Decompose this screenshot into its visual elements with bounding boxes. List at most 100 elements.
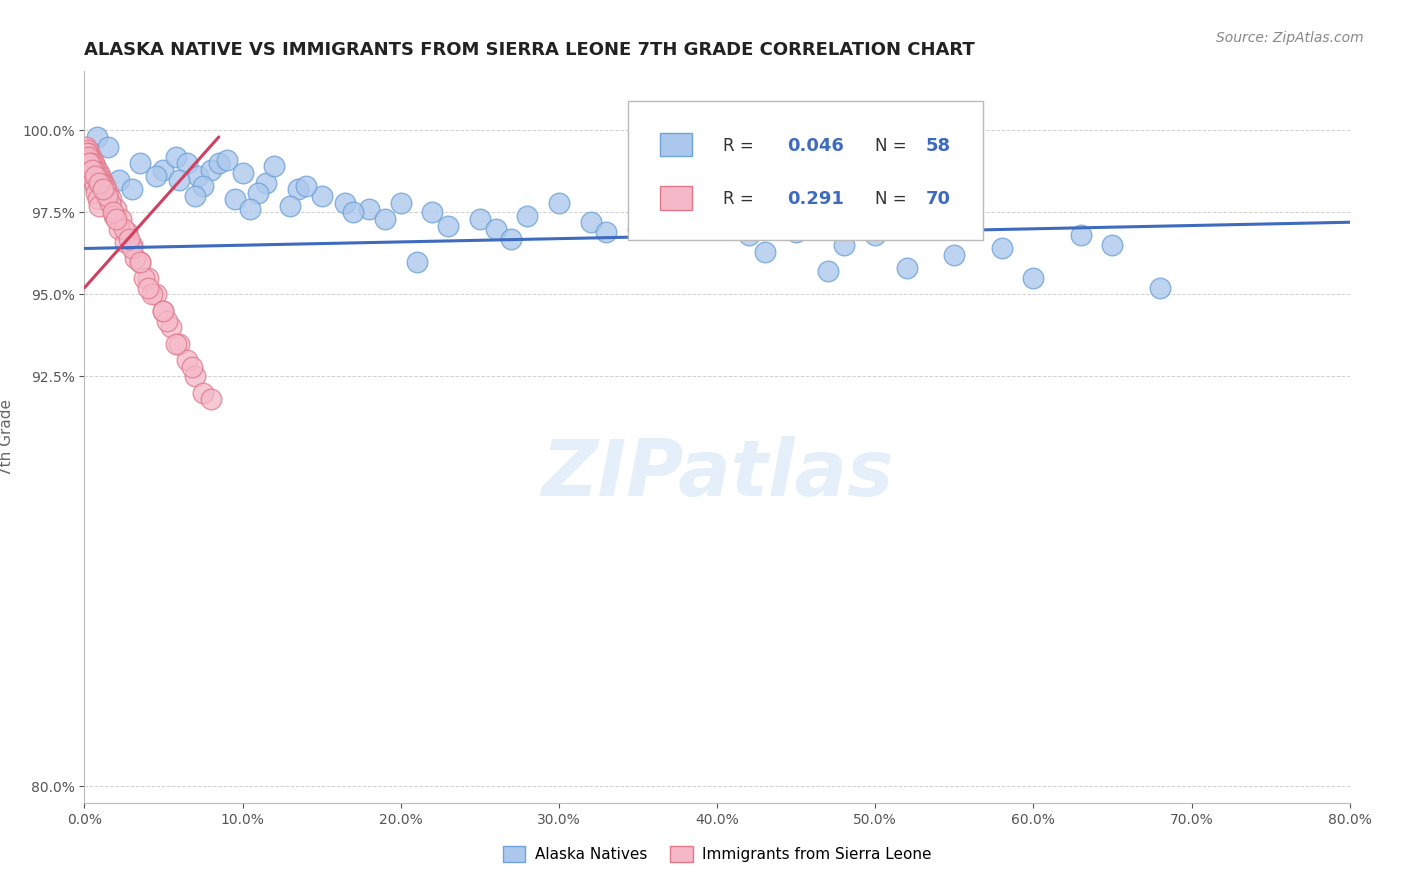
Point <box>152 162 174 177</box>
Point <box>389 195 412 210</box>
Point <box>991 242 1014 256</box>
Point <box>77 146 100 161</box>
Point <box>754 244 776 259</box>
Point <box>738 228 761 243</box>
Point <box>77 156 100 170</box>
Point <box>89 199 111 213</box>
Point <box>169 336 191 351</box>
Point <box>437 219 460 233</box>
Point <box>160 320 183 334</box>
Point <box>263 160 285 174</box>
Text: N =: N = <box>875 190 907 208</box>
Point <box>595 225 617 239</box>
Point <box>94 182 117 196</box>
Point <box>200 162 222 177</box>
Point <box>191 179 214 194</box>
Point <box>136 281 159 295</box>
Point <box>100 192 122 206</box>
Point <box>516 209 538 223</box>
Point <box>76 143 98 157</box>
Point <box>84 160 107 174</box>
Point <box>105 211 127 226</box>
Point <box>87 166 110 180</box>
Point <box>548 195 571 210</box>
Point <box>89 169 111 184</box>
Point <box>247 186 270 200</box>
Point <box>706 219 728 233</box>
Point <box>208 156 231 170</box>
Point <box>342 205 364 219</box>
Point <box>105 202 127 216</box>
Point <box>87 192 110 206</box>
Point <box>180 359 204 374</box>
Point <box>101 205 124 219</box>
Point <box>200 392 222 407</box>
Point <box>191 385 214 400</box>
Point <box>176 156 198 170</box>
Point <box>76 146 98 161</box>
Point <box>90 172 112 186</box>
Point <box>97 186 120 200</box>
Point <box>136 271 159 285</box>
Point <box>121 242 143 256</box>
Point <box>485 222 508 236</box>
Point <box>254 176 277 190</box>
Point <box>785 225 807 239</box>
Point <box>287 182 309 196</box>
Point <box>108 172 131 186</box>
Point <box>145 287 167 301</box>
Point <box>278 199 301 213</box>
Point <box>110 211 132 226</box>
Point <box>627 222 650 236</box>
Point <box>1022 271 1045 285</box>
Point <box>134 271 156 285</box>
Text: ZIPatlas: ZIPatlas <box>541 435 893 512</box>
Point <box>156 313 179 327</box>
Point <box>93 182 115 196</box>
Point <box>112 222 135 236</box>
Point <box>817 264 839 278</box>
Point <box>176 353 198 368</box>
Text: R =: R = <box>724 190 754 208</box>
Point <box>98 195 121 210</box>
Text: ALASKA NATIVE VS IMMIGRANTS FROM SIERRA LEONE 7TH GRADE CORRELATION CHART: ALASKA NATIVE VS IMMIGRANTS FROM SIERRA … <box>84 41 976 59</box>
Point <box>943 248 966 262</box>
Text: 0.291: 0.291 <box>787 190 844 208</box>
Point <box>79 156 103 170</box>
Point <box>501 232 523 246</box>
Point <box>422 205 444 219</box>
Point <box>79 160 101 174</box>
Point <box>128 254 150 268</box>
Point <box>90 176 112 190</box>
Point <box>239 202 262 216</box>
Point <box>86 130 108 145</box>
Point <box>405 254 427 268</box>
Point <box>145 169 167 184</box>
Point <box>108 222 131 236</box>
Point <box>295 179 318 194</box>
Point <box>79 150 103 164</box>
Point <box>184 369 207 384</box>
Point <box>124 252 146 266</box>
Point <box>82 153 104 167</box>
Point <box>83 156 105 170</box>
Point <box>165 150 187 164</box>
Point <box>335 195 357 210</box>
Point <box>77 153 100 167</box>
Point <box>165 336 187 351</box>
Point <box>76 150 98 164</box>
Point <box>83 162 105 177</box>
Point <box>896 261 918 276</box>
Point <box>84 186 107 200</box>
Point <box>121 238 143 252</box>
Y-axis label: 7th Grade: 7th Grade <box>0 399 14 475</box>
Point <box>82 172 104 186</box>
Point <box>93 176 115 190</box>
Point <box>114 235 136 249</box>
Point <box>141 287 163 301</box>
FancyBboxPatch shape <box>661 133 692 156</box>
Point <box>115 225 138 239</box>
Point <box>94 179 117 194</box>
Point <box>89 176 111 190</box>
Text: 70: 70 <box>927 190 950 208</box>
